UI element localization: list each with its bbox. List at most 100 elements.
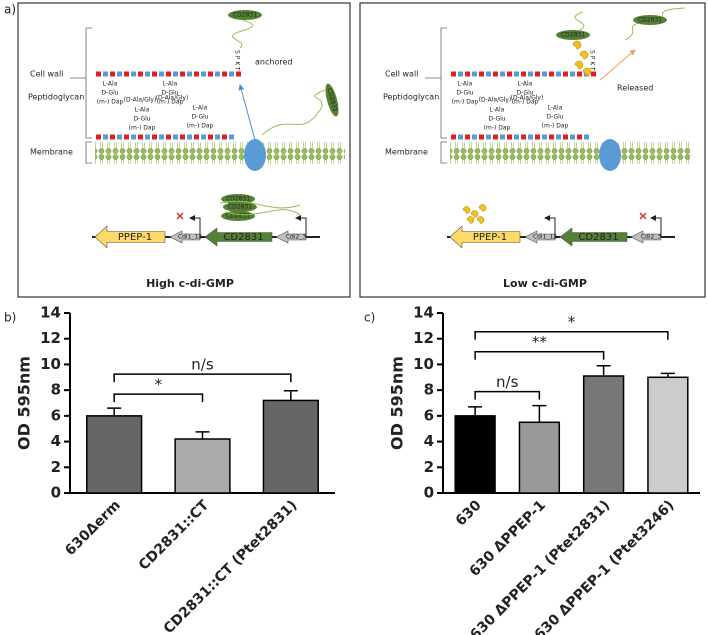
- glycan-unit: [110, 71, 115, 77]
- y-axis-label: OD 595nm: [15, 356, 34, 450]
- crosslink-label: (D-Ala/Gly): [156, 95, 189, 102]
- glycan-unit: [521, 134, 526, 140]
- stem-label: (m-) Dap: [512, 99, 539, 106]
- cell-wall-label: Cell wall: [385, 70, 418, 79]
- stem-label: (m-) Dap: [484, 125, 511, 132]
- glycan-unit: [486, 71, 491, 77]
- glycan-unit: [458, 71, 463, 77]
- bar: [518, 421, 561, 494]
- promoter: [650, 215, 662, 237]
- stem-label: D-Glu: [161, 90, 178, 97]
- glycan-unit: [528, 71, 533, 77]
- protease: [579, 50, 589, 60]
- protein-chain: [261, 89, 326, 136]
- motif: SPKT: [589, 50, 596, 73]
- glycan-unit: [514, 71, 519, 77]
- y-tick-label: 8: [51, 381, 61, 399]
- gene-label: Cdi2_3: [286, 234, 306, 241]
- significance-label: *: [568, 313, 576, 331]
- stem-label: (m-) Dap: [97, 99, 124, 106]
- membrane-protein: [244, 139, 266, 171]
- gene-label: Cdi1_12: [533, 234, 557, 241]
- y-tick-label: 0: [51, 484, 61, 502]
- significance-bracket: [474, 390, 541, 400]
- glycan-unit: [145, 71, 150, 77]
- y-tick-label: 10: [40, 355, 61, 373]
- stem-label: L-Ala: [103, 81, 118, 88]
- glycan-unit: [570, 134, 575, 140]
- glycan-unit: [486, 134, 491, 140]
- error-bar: [660, 372, 675, 378]
- diagram-panel: Cell wall Peptidoglycan Membrane L-Ala D-Glu…: [383, 7, 690, 290]
- protein-label: CD2831: [561, 32, 585, 39]
- y-tick-label: 4: [424, 432, 434, 450]
- glycan-unit: [556, 134, 561, 140]
- gene-label: PPEP-1: [473, 232, 507, 243]
- glycan-unit: [563, 71, 568, 77]
- bar: [262, 399, 319, 494]
- gene-label: PPEP-1: [118, 232, 152, 243]
- protein: [325, 83, 339, 117]
- protease: [470, 210, 479, 218]
- glycan-unit: [465, 71, 470, 77]
- stem-label: D-Glu: [133, 116, 150, 123]
- glycan-unit: [500, 134, 505, 140]
- glycan-unit: [542, 71, 547, 77]
- anchor-arrow: [238, 84, 256, 141]
- glycan-unit: [201, 71, 206, 77]
- promoter: [189, 215, 201, 237]
- glycan-unit: [521, 71, 526, 77]
- glycan-unit: [96, 134, 101, 140]
- protease: [582, 67, 592, 77]
- membrane-label: Membrane: [30, 148, 73, 157]
- stem-label: D-Glu: [456, 90, 473, 97]
- glycan-unit: [201, 134, 206, 140]
- glycan-unit: [563, 134, 568, 140]
- glycan-unit: [187, 134, 192, 140]
- error-bar: [468, 406, 483, 416]
- error-bar: [532, 404, 547, 423]
- gene-arrow: [94, 225, 166, 249]
- protein: [556, 30, 590, 40]
- figure-label: b): [4, 311, 16, 325]
- x-tick-label: 630: [453, 497, 485, 529]
- glycan-unit: [528, 134, 533, 140]
- protein-chain: [574, 11, 585, 31]
- glycan-unit: [131, 134, 136, 140]
- glycan-unit: [507, 71, 512, 77]
- glycan-unit: [236, 71, 241, 77]
- glycan-unit: [117, 71, 122, 77]
- glycan-unit: [180, 71, 185, 77]
- glycan-unit: [96, 71, 101, 77]
- glycan-unit: [229, 71, 234, 77]
- protease: [466, 216, 475, 224]
- caption: Low c-di-GMP: [503, 277, 587, 290]
- glycan-unit: [507, 134, 512, 140]
- glycan-unit: [159, 134, 164, 140]
- x-tick-label: 630Δerm: [62, 497, 124, 559]
- glycan-unit: [451, 134, 456, 140]
- glycan-unit: [479, 134, 484, 140]
- crosslink-label: (D-Ala/Gly): [124, 97, 157, 104]
- significance-bracket: [113, 393, 204, 403]
- glycan-unit: [542, 134, 547, 140]
- stem-label: (m-) Dap: [129, 125, 156, 132]
- protease: [574, 60, 584, 70]
- glycan-unit: [479, 71, 484, 77]
- bracket: [425, 27, 447, 164]
- glycan-unit: [166, 71, 171, 77]
- gene-arrow: [169, 230, 201, 244]
- gene-arrow: [449, 225, 521, 249]
- gene-arrow: [275, 230, 307, 244]
- glycan-unit: [187, 71, 192, 77]
- y-tick-label: 6: [424, 406, 434, 424]
- promoter: [544, 215, 556, 237]
- gene-arrow: [630, 230, 662, 244]
- glycan-unit: [458, 134, 463, 140]
- significance-label: n/s: [496, 373, 519, 391]
- motif: SPKT: [234, 50, 241, 73]
- protease: [478, 204, 487, 212]
- stem-label: L-Ala: [458, 81, 473, 88]
- membrane-label: Membrane: [385, 148, 428, 157]
- y-tick-label: 12: [413, 329, 434, 347]
